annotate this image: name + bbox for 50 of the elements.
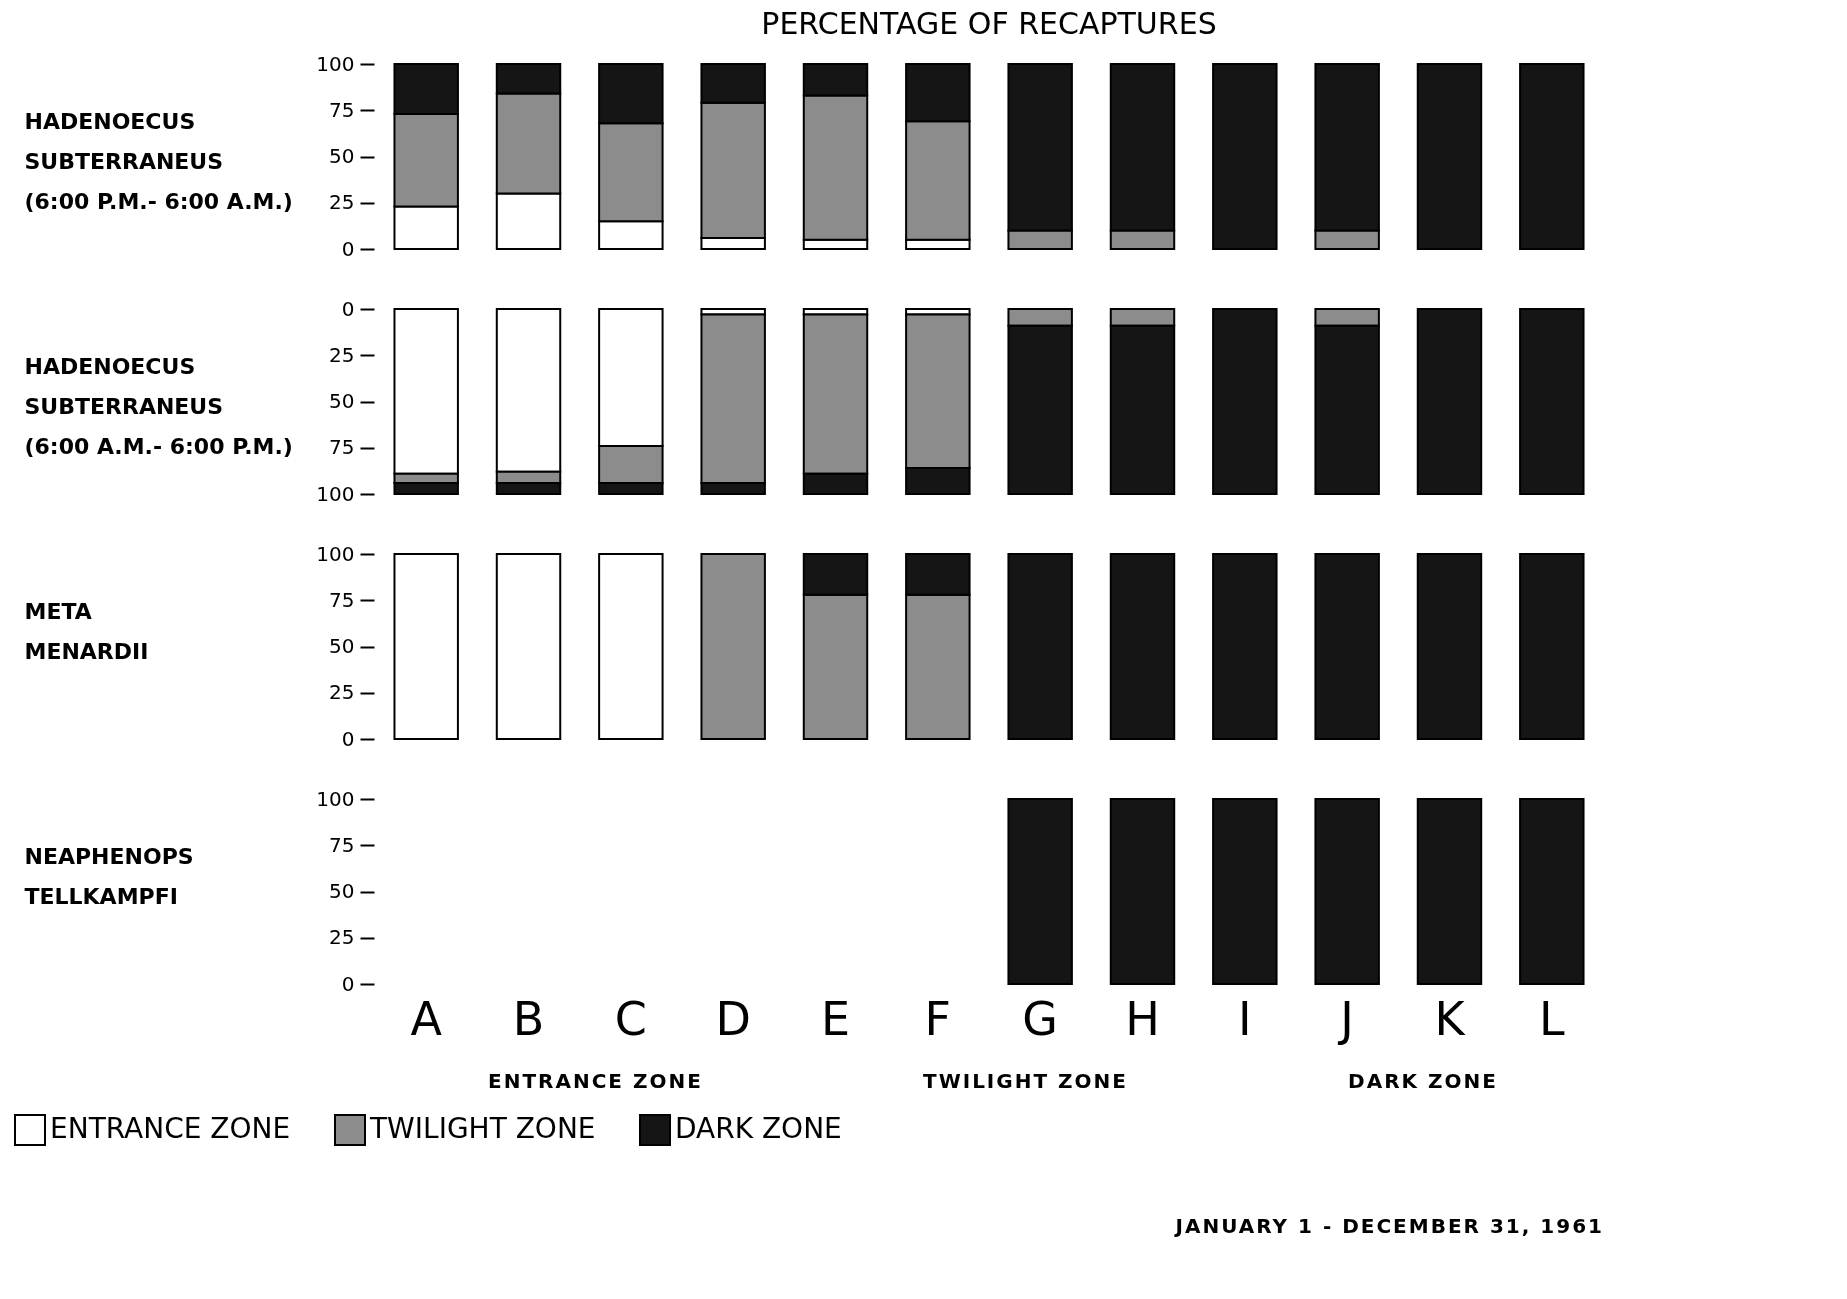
x-tick-label: B xyxy=(512,991,545,1046)
x-tick-label: H xyxy=(1125,991,1160,1046)
y-tick-label: 100 xyxy=(316,51,355,76)
x-tick-label: J xyxy=(1337,991,1354,1046)
x-tick-label: E xyxy=(820,991,851,1046)
x-tick-label: D xyxy=(715,991,751,1046)
x-tick-label: G xyxy=(1022,991,1058,1046)
bar xyxy=(1519,63,1585,250)
legend-label: ENTRANCE ZONE xyxy=(50,1112,291,1145)
chart-title: PERCENTAGE OF RECAPTURES xyxy=(761,6,1217,41)
legend-label: DARK ZONE xyxy=(675,1112,842,1145)
y-tick-label: 100 xyxy=(316,541,355,566)
text: ENTRANCE ZONE xyxy=(488,1069,703,1093)
y-tick-label: 75 xyxy=(329,97,355,122)
y-tick-label: 25 xyxy=(329,190,355,215)
y-axis-title: HADENOECUS SUBTERRANEUS (6:00 A.M.- 6:00 P.M.) xyxy=(24,354,293,459)
y-tick-label: 100 xyxy=(316,786,355,811)
bar xyxy=(1212,63,1278,250)
x-tick-label: C xyxy=(614,991,647,1046)
x-tick-label: F xyxy=(924,991,952,1046)
y-tick-label: 0 xyxy=(341,971,355,996)
y-axis-title: HADENOECUS SUBTERRANEUS (6:00 P.M.- 6:00 A.M.) xyxy=(24,109,293,214)
bar xyxy=(1416,308,1483,495)
y-tick-label: 0 xyxy=(341,726,355,751)
y-tick-label: 25 xyxy=(329,680,355,705)
y-tick-label: 0 xyxy=(341,296,355,321)
y-tick-label: 75 xyxy=(329,435,355,460)
text: DARK ZONE xyxy=(1348,1069,1498,1093)
bar xyxy=(1416,63,1483,250)
text: JANUARY 1 - DECEMBER 31, 1961 xyxy=(1173,1214,1604,1238)
x-tick-label: K xyxy=(1434,991,1467,1046)
y-tick-label: 25 xyxy=(329,342,355,367)
y-tick-label: 50 xyxy=(329,144,355,168)
bar xyxy=(1212,308,1278,495)
y-tick-label: 75 xyxy=(329,587,355,612)
bar xyxy=(1519,308,1585,495)
y-tick-label: 100 xyxy=(316,481,355,506)
y-tick-label: 25 xyxy=(329,925,355,950)
y-axis-title: META MENARDII xyxy=(24,599,149,664)
y-tick-label: 50 xyxy=(329,389,355,413)
legend-label: TWILIGHT ZONE xyxy=(369,1112,596,1145)
y-tick-label: 50 xyxy=(329,879,355,903)
y-axis-title: NEAPHENOPS TELLKAMPFI xyxy=(24,844,194,909)
x-tick-label: L xyxy=(1538,991,1565,1046)
text: TWILIGHT ZONE xyxy=(922,1069,1128,1093)
y-tick-label: 75 xyxy=(329,832,355,857)
y-tick-label: 50 xyxy=(329,634,355,658)
x-tick-label: A xyxy=(410,991,443,1046)
x-tick-label: I xyxy=(1238,991,1252,1046)
y-tick-label: 0 xyxy=(341,236,355,261)
